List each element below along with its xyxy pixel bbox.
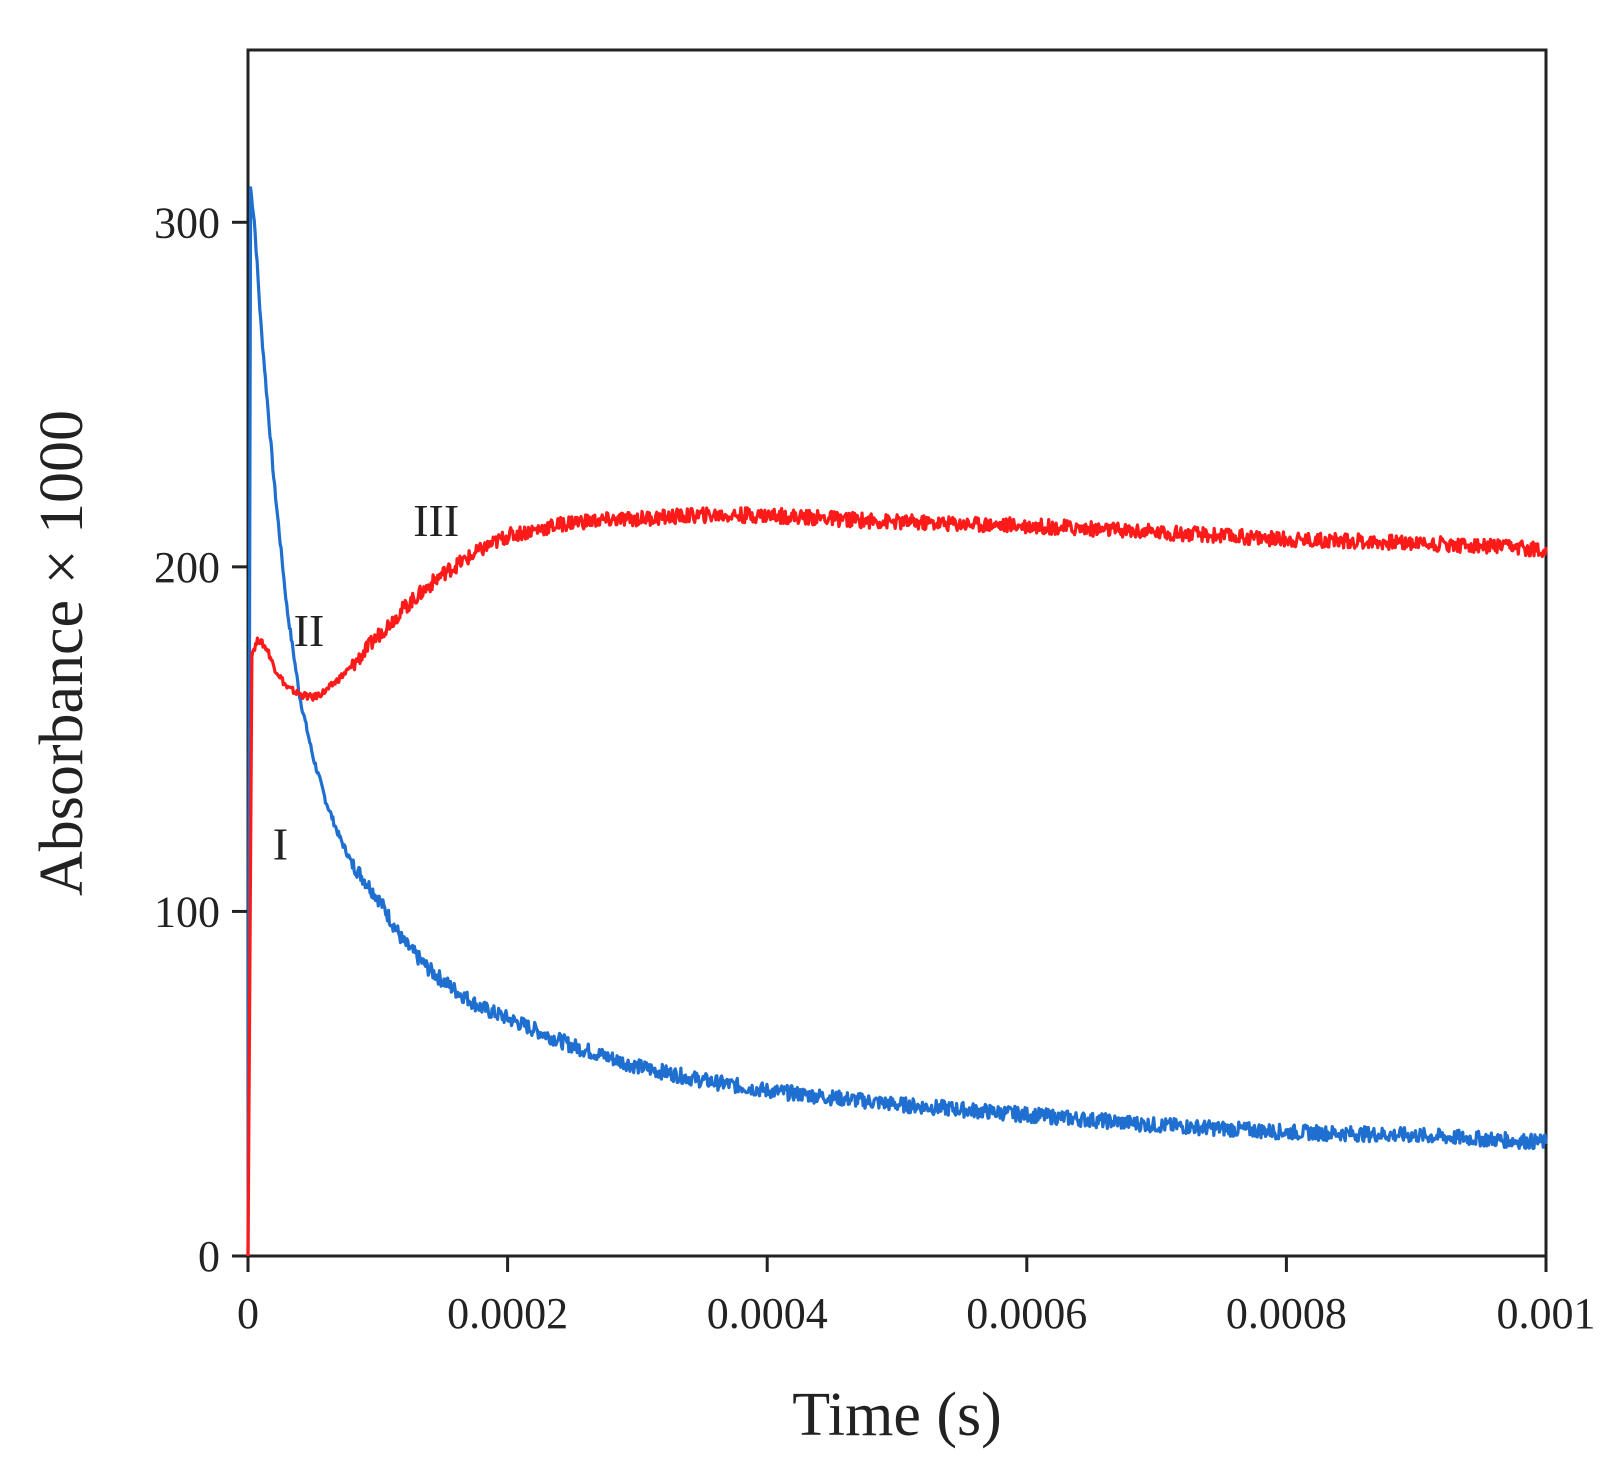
x-tick-label: 0.001 [1497, 1289, 1596, 1338]
y-tick-label: 100 [154, 887, 220, 936]
curve-label: II [294, 605, 325, 656]
series-line-1 [246, 186, 1548, 1257]
y-tick-label: 300 [154, 198, 220, 247]
x-tick-label: 0.0004 [707, 1289, 828, 1338]
x-tick-label: 0 [237, 1289, 259, 1338]
y-axis: 0 100 200 300 [154, 198, 248, 1281]
x-axis: 0 0.0002 0.0004 0.0006 0.0008 0.001 [237, 1256, 1596, 1338]
x-tick-label: 0.0002 [447, 1289, 568, 1338]
series-lines [246, 186, 1548, 1257]
x-tick-label: 0.0008 [1226, 1289, 1347, 1338]
plot-frame [246, 48, 1548, 1258]
y-tick-label: 0 [198, 1232, 220, 1281]
curve-label: I [273, 819, 288, 870]
x-tick-label: 0.0006 [966, 1289, 1087, 1338]
series-line-2 [246, 506, 1548, 1257]
x-axis-title: Time (s) [792, 1381, 1002, 1449]
y-axis-title: Absorbance × 1000 [28, 410, 96, 896]
curve-label: III [413, 495, 459, 546]
y-tick-label: 200 [154, 543, 220, 592]
